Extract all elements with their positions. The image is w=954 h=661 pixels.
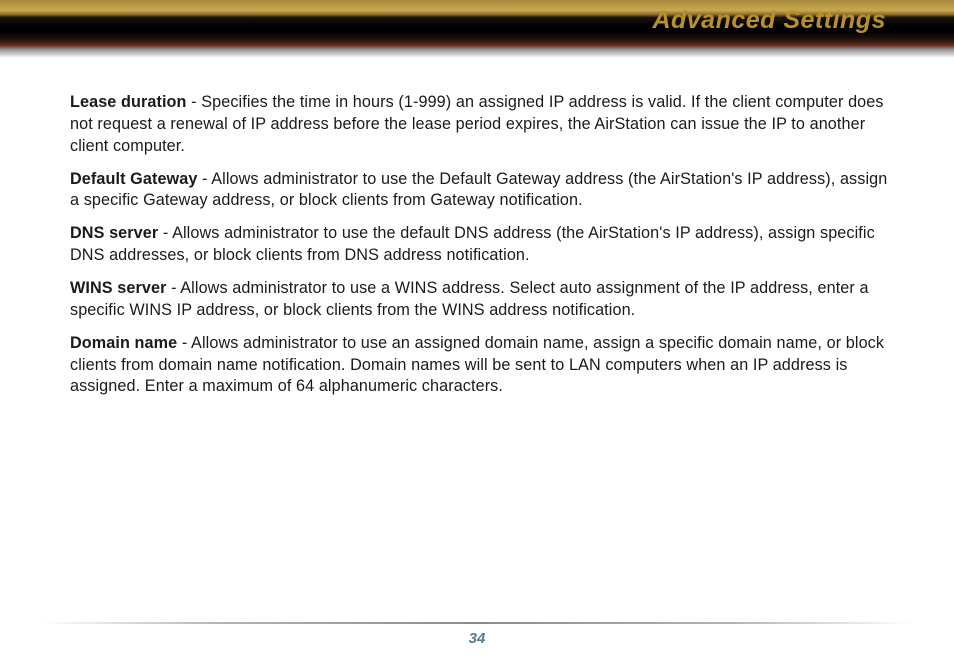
setting-lease-duration: Lease duration - Specifies the time in h… [70,92,892,158]
page-title: Advanced Settings [652,6,886,35]
setting-sep: - [202,170,211,188]
setting-desc: Allows administrator to use the default … [70,224,875,264]
setting-domain-name: Domain name - Allows administrator to us… [70,333,892,399]
setting-sep: - [187,93,202,111]
setting-default-gateway: Default Gateway - Allows administrator t… [70,169,892,213]
setting-sep: - [166,279,180,297]
setting-term: Domain name [70,334,177,352]
setting-term: DNS server [70,224,158,242]
footer-divider [40,622,914,624]
header-band: Advanced Settings [0,0,954,58]
setting-term: WINS server [70,279,166,297]
setting-dns-server: DNS server - Allows administrator to use… [70,223,892,267]
setting-wins-server: WINS server - Allows administrator to us… [70,278,892,322]
content-area: Lease duration - Specifies the time in h… [0,58,954,622]
setting-sep: - [158,224,172,242]
setting-desc: Allows administrator to use an assigned … [70,334,884,396]
setting-sep: - [177,334,191,352]
page-number: 34 [0,630,954,647]
setting-desc: Allows administrator to use a WINS addre… [70,279,869,319]
setting-term: Default Gateway [70,170,202,188]
footer: 34 [0,622,954,661]
page-container: Advanced Settings Lease duration - Speci… [0,0,954,661]
setting-term: Lease duration [70,93,187,111]
